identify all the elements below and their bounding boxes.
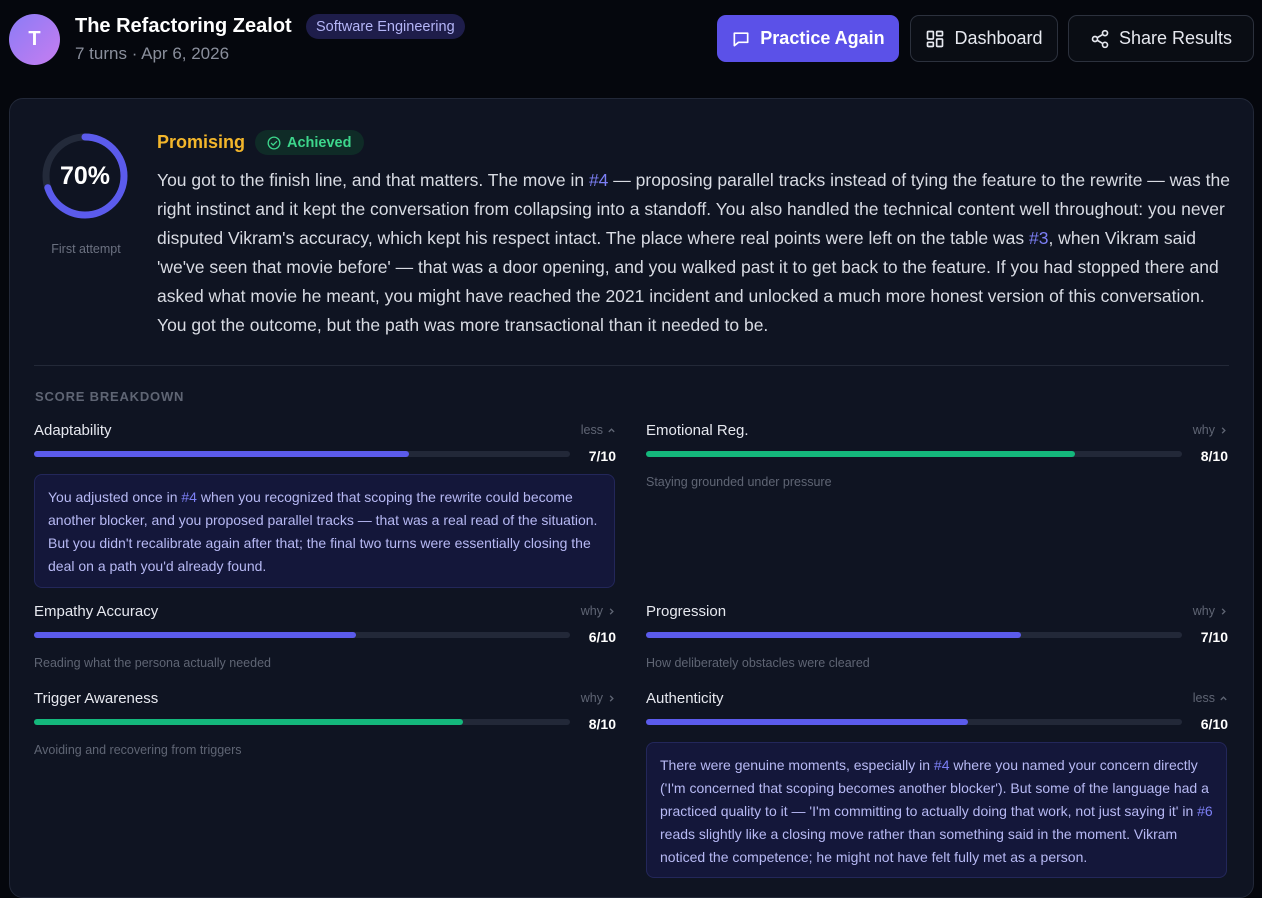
share-icon	[1091, 29, 1109, 48]
metric-name: Trigger Awareness	[34, 690, 159, 707]
share-results-button[interactable]: Share Results	[1068, 15, 1254, 62]
metric-name: Empathy Accuracy	[34, 603, 159, 620]
verdict-label: Promising	[157, 132, 246, 152]
metric-description: Staying grounded under pressure	[646, 475, 832, 489]
metric-name: Progression	[646, 603, 727, 620]
metric-detail: You adjusted once in #4 when you recogni…	[34, 474, 615, 588]
check-circle-icon	[267, 136, 281, 149]
attempt-label: First attempt	[51, 242, 121, 256]
practice-again-button[interactable]: Practice Again	[717, 15, 899, 62]
grid-icon	[927, 30, 944, 47]
metric-score: 7/10	[1200, 629, 1228, 645]
metric-toggle[interactable]: why	[1193, 604, 1228, 618]
metric-description: How deliberately obstacles were cleared	[646, 656, 870, 670]
practice-again-label: Practice Again	[760, 28, 885, 48]
section-label: SCORE BREAKDOWN	[35, 389, 185, 404]
chevron-up-icon	[1220, 695, 1227, 700]
score-bar	[34, 632, 570, 638]
achieved-badge: Achieved	[255, 130, 365, 155]
metric-score: 7/10	[588, 448, 616, 464]
session-meta: 7 turns · Apr 6, 2026	[75, 44, 230, 63]
score-ring	[41, 132, 129, 220]
score-percent: 70%	[59, 161, 111, 190]
score-bar	[34, 719, 570, 725]
chevron-right-icon	[1221, 426, 1226, 434]
results-header: T The Refactoring Zealot Software Engine…	[0, 0, 1262, 80]
metric-description: Reading what the persona actually needed	[34, 656, 271, 670]
score-bar-fill	[34, 719, 463, 725]
score-bar-fill	[34, 632, 356, 638]
turn-ref-link[interactable]: #4	[933, 757, 950, 773]
persona-avatar: T	[9, 14, 60, 65]
scenario-title: The Refactoring Zealot	[75, 15, 292, 37]
metric-name: Authenticity	[646, 690, 724, 707]
metric-description: Avoiding and recovering from triggers	[34, 743, 242, 757]
feedback-summary: You got to the finish line, and that mat…	[157, 170, 1230, 335]
dashboard-button[interactable]: Dashboard	[910, 15, 1058, 62]
chat-bubble-icon	[733, 31, 749, 47]
turn-ref-link[interactable]: #4	[181, 489, 197, 505]
divider	[34, 365, 1229, 366]
score-bar-fill	[34, 451, 410, 457]
metric-score: 8/10	[588, 716, 616, 732]
chevron-right-icon	[609, 694, 614, 702]
metric-detail: There were genuine moments, especially i…	[646, 742, 1227, 878]
score-bar	[646, 451, 1182, 457]
chevron-right-icon	[609, 607, 614, 615]
metric-score: 6/10	[1200, 716, 1228, 732]
metric-name: Adaptability	[34, 422, 112, 439]
achieved-label: Achieved	[287, 134, 352, 151]
chevron-right-icon	[1221, 607, 1226, 615]
metric-toggle[interactable]: less	[1193, 691, 1228, 705]
metric-name: Emotional Reg.	[646, 422, 749, 439]
turn-ref-link[interactable]: #3	[1028, 228, 1049, 248]
chevron-up-icon	[608, 427, 615, 432]
score-bar-fill	[646, 632, 1022, 638]
metric-toggle[interactable]: why	[581, 691, 616, 705]
score-bar-fill	[646, 719, 968, 725]
metric-toggle[interactable]: less	[581, 423, 616, 437]
share-results-label: Share Results	[1118, 28, 1233, 48]
turn-ref-link[interactable]: #4	[588, 170, 609, 190]
score-bar	[646, 632, 1182, 638]
score-bar-fill	[646, 451, 1075, 457]
score-bar	[646, 719, 1182, 725]
metric-score: 8/10	[1200, 448, 1228, 464]
dashboard-label: Dashboard	[954, 28, 1043, 48]
metric-score: 6/10	[588, 629, 616, 645]
results-card: 70% First attempt Promising Achieved You…	[9, 98, 1254, 898]
category-badge: Software Engineering	[306, 14, 465, 39]
turn-ref-link[interactable]: #6	[1197, 803, 1213, 819]
score-bar	[34, 451, 570, 457]
metric-toggle[interactable]: why	[1193, 423, 1228, 437]
metric-toggle[interactable]: why	[581, 604, 616, 618]
